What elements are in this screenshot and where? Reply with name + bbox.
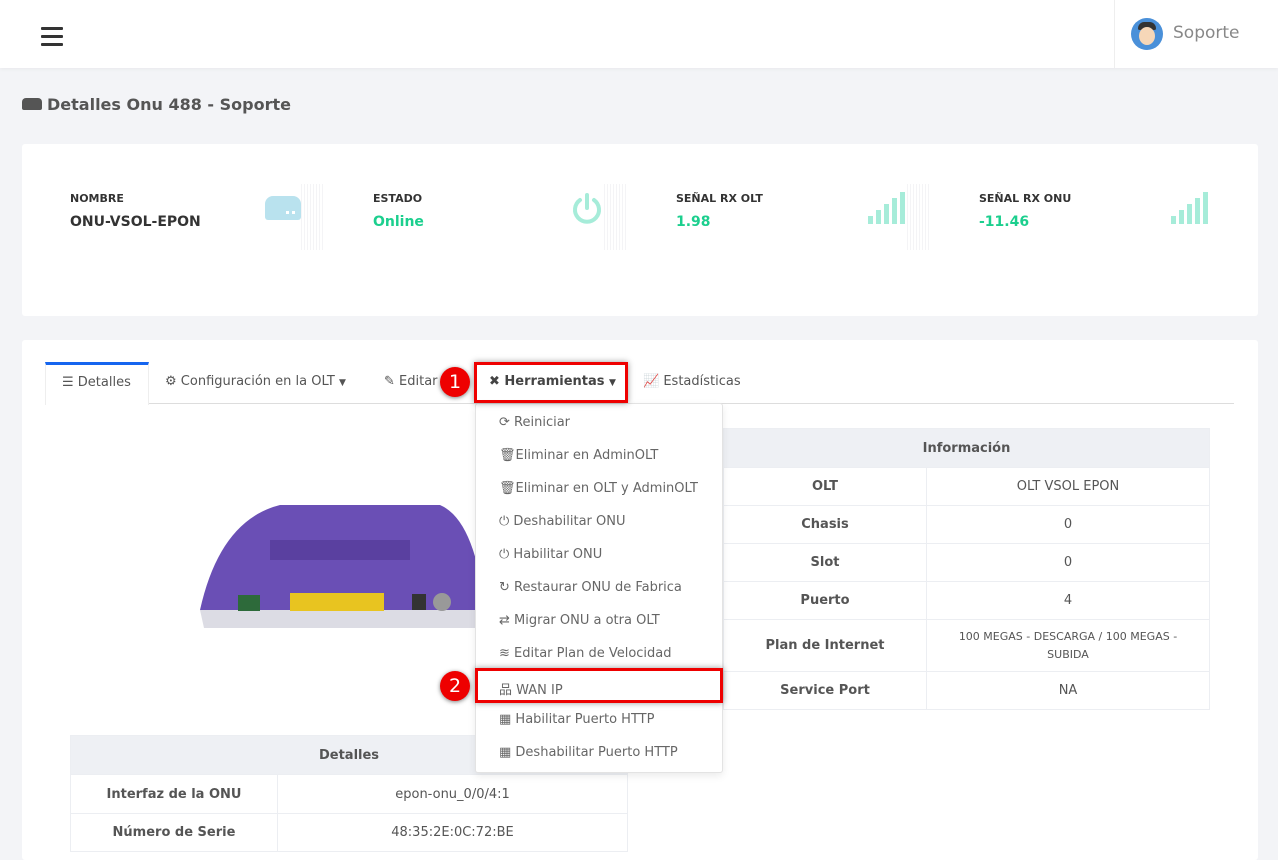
step-badge-2: 2	[440, 671, 470, 701]
power-icon: ⏻	[499, 514, 514, 529]
caret-down-icon: ▼	[609, 378, 616, 388]
divider	[907, 184, 931, 250]
row-value: 100 MEGAS - DESCARGA / 100 MEGAS - SUBID…	[926, 619, 1210, 672]
menu-item-habilitar-http[interactable]: ▦ Habilitar Puerto HTTP	[499, 712, 655, 727]
info-table: Información OLT OLT VSOL EPON Chasis 0 Slo…	[723, 428, 1210, 710]
stat-value: 1.98	[676, 214, 711, 230]
stat-label: SEÑAL RX OLT	[676, 192, 763, 205]
signal-icon	[868, 192, 905, 224]
user-menu[interactable]: Soporte	[1114, 0, 1278, 68]
table-header: Información	[723, 428, 1210, 468]
divider	[604, 184, 628, 250]
row-key: Puerto	[723, 581, 927, 620]
caret-down-icon: ▼	[339, 378, 346, 388]
power-icon: ⏻	[499, 547, 514, 562]
row-key: Plan de Internet	[723, 619, 927, 672]
wifi-icon: ≋	[499, 646, 515, 661]
menu-item-deshabilitar-http[interactable]: ▦ Deshabilitar Puerto HTTP	[499, 745, 678, 760]
gear-icon: ⚙	[165, 374, 181, 389]
row-key: Service Port	[723, 671, 927, 710]
stat-value: ONU-VSOL-EPON	[70, 214, 201, 230]
list-icon: ☰	[62, 375, 78, 390]
stat-value: -11.46	[979, 214, 1030, 230]
trash-icon: 🗑	[499, 481, 516, 496]
table-row: Chasis 0	[723, 505, 1210, 544]
table-row: OLT OLT VSOL EPON	[723, 467, 1210, 506]
network-icon: 品	[499, 683, 517, 698]
signal-icon	[1171, 192, 1208, 224]
tab-configuracion-olt[interactable]: ⚙ Configuración en la OLT ▼	[165, 374, 346, 389]
row-value: 0	[926, 543, 1210, 582]
tab-estadisticas[interactable]: 📈 Estadísticas	[643, 374, 741, 389]
step-badge-1: 1	[440, 367, 470, 397]
table-row: Slot 0	[723, 543, 1210, 582]
menu-item-deshabilitar-onu[interactable]: ⏻ Deshabilitar ONU	[499, 514, 626, 529]
row-key: Slot	[723, 543, 927, 582]
menu-item-editar-plan[interactable]: ≋ Editar Plan de Velocidad	[499, 646, 672, 661]
user-name: Soporte	[1173, 23, 1240, 43]
table-row: Service Port NA	[723, 671, 1210, 710]
herramientas-dropdown: ⟳ Reiniciar 🗑Eliminar en AdminOLT 🗑Elimi…	[475, 403, 723, 773]
power-icon	[573, 193, 601, 224]
menu-item-habilitar-onu[interactable]: ⏻ Habilitar ONU	[499, 547, 603, 562]
stat-label: ESTADO	[373, 192, 423, 205]
exchange-icon: ⇄	[499, 613, 515, 628]
row-key: Interfaz de la ONU	[70, 774, 278, 814]
trash-icon: 🗑	[499, 448, 516, 463]
hdd-icon	[22, 98, 42, 110]
ethernet-icon: ▦	[499, 745, 516, 760]
menu-toggle-icon[interactable]	[41, 27, 63, 46]
menu-item-restaurar-fabrica[interactable]: ↻ Restaurar ONU de Fabrica	[499, 580, 682, 595]
menu-item-eliminar-adminolt[interactable]: 🗑Eliminar en AdminOLT	[499, 448, 659, 463]
table-row: Puerto 4	[723, 581, 1210, 620]
row-value: OLT VSOL EPON	[926, 467, 1210, 506]
onu-device-image	[200, 505, 485, 628]
tools-icon: ✖	[489, 374, 505, 389]
highlight-herramientas	[474, 362, 628, 403]
menu-item-migrar-onu[interactable]: ⇄ Migrar ONU a otra OLT	[499, 613, 660, 628]
avatar	[1131, 18, 1163, 50]
tab-editar[interactable]: ✎ Editar	[384, 374, 438, 389]
stat-label: SEÑAL RX ONU	[979, 192, 1072, 205]
stat-estado: ESTADO Online	[325, 144, 628, 316]
table-row: Número de Serie 48:35:2E:0C:72:BE	[70, 813, 628, 852]
stat-label: NOMBRE	[70, 192, 124, 205]
row-value: epon-onu_0/0/4:1	[277, 774, 628, 814]
menu-item-reiniciar[interactable]: ⟳ Reiniciar	[499, 415, 571, 430]
highlight-wan-ip	[475, 668, 723, 703]
divider	[301, 184, 325, 250]
edit-icon: ✎	[384, 374, 400, 389]
stat-value: Online	[373, 214, 424, 230]
top-navbar: Soporte	[0, 0, 1278, 68]
refresh-icon: ⟳	[499, 415, 515, 430]
stats-card: NOMBRE ONU-VSOL-EPON ESTADO Online SEÑAL…	[22, 144, 1258, 316]
tab-herramientas[interactable]: ✖ Herramientas ▼	[489, 374, 616, 389]
stat-senal-olt: SEÑAL RX OLT 1.98	[628, 144, 931, 316]
stat-nombre: NOMBRE ONU-VSOL-EPON	[22, 144, 325, 316]
row-value: NA	[926, 671, 1210, 710]
row-key: OLT	[723, 467, 927, 506]
tab-detalles[interactable]: ☰ Detalles	[45, 362, 149, 405]
hdd-icon	[265, 196, 301, 220]
table-row: Plan de Internet 100 MEGAS - DESCARGA / 1…	[723, 619, 1210, 672]
page-title: Detalles Onu 488 - Soporte	[22, 95, 291, 114]
stat-senal-onu: SEÑAL RX ONU -11.46	[931, 144, 1234, 316]
chart-icon: 📈	[643, 374, 664, 389]
menu-item-eliminar-olt-adminolt[interactable]: 🗑Eliminar en OLT y AdminOLT	[499, 481, 698, 496]
redo-icon: ↻	[499, 580, 515, 595]
table-row: Interfaz de la ONU epon-onu_0/0/4:1	[70, 774, 628, 814]
details-table: Detalles Interfaz de la ONU epon-onu_0/0/…	[70, 735, 628, 852]
row-value: 4	[926, 581, 1210, 620]
row-key: Número de Serie	[70, 813, 278, 852]
row-value: 48:35:2E:0C:72:BE	[277, 813, 628, 852]
ethernet-icon: ▦	[499, 712, 516, 727]
row-key: Chasis	[723, 505, 927, 544]
menu-item-wan-ip[interactable]: 品 WAN IP	[499, 683, 563, 698]
row-value: 0	[926, 505, 1210, 544]
